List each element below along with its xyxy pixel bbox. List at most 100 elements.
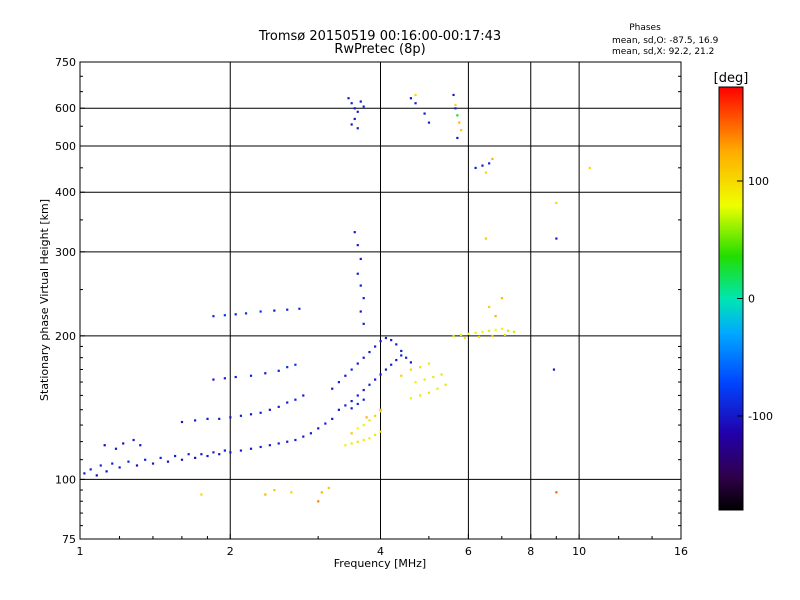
data-point [353, 107, 356, 110]
data-point [356, 427, 359, 430]
y-tick-label: 200 [55, 330, 76, 343]
data-point [454, 103, 457, 107]
data-point [194, 419, 197, 422]
data-point [344, 404, 347, 407]
phases-stat-o: mean, sd,O: -87.5, 16.9 [612, 36, 719, 46]
data-point [423, 112, 426, 115]
data-point [500, 297, 504, 300]
data-point [368, 437, 371, 440]
y-axis-label: Stationary phase Virtual Height [km] [38, 199, 51, 401]
data-point [427, 121, 431, 124]
data-point [353, 117, 356, 121]
data-point [286, 366, 289, 369]
data-point [458, 121, 461, 124]
x-tick-label: 4 [377, 545, 384, 558]
data-point [362, 398, 365, 401]
data-point [350, 102, 353, 105]
axis-ticks: 1 2 4 6 8 10 16 75 100 200 300 400 500 600 750 [55, 56, 688, 558]
data-point [368, 350, 371, 354]
data-point [180, 420, 184, 424]
colorbar-tick-label: 100 [748, 175, 769, 188]
data-point [118, 466, 121, 469]
data-point [277, 405, 280, 408]
data-point [409, 97, 412, 100]
x-tick-label: 1 [77, 545, 84, 558]
data-point [223, 314, 226, 317]
data-point [89, 468, 92, 471]
data-point [277, 369, 280, 372]
data-point [362, 105, 365, 108]
data-point [463, 336, 466, 340]
x-tick-label: 16 [674, 545, 688, 558]
data-point [552, 368, 556, 371]
data-point [286, 401, 289, 404]
data-point [414, 381, 417, 384]
data-point [362, 356, 365, 359]
data-point [419, 394, 422, 397]
data-point [173, 454, 177, 458]
data-point [379, 373, 382, 376]
data-point [481, 164, 484, 167]
data-point [317, 500, 320, 503]
data-point [555, 201, 558, 205]
data-point [374, 378, 377, 381]
data-point [249, 374, 253, 377]
data-point [83, 472, 86, 475]
data-point [452, 334, 455, 338]
data-point [362, 322, 365, 325]
data-point [555, 237, 558, 240]
data-point [244, 312, 248, 315]
data-point [223, 377, 226, 380]
data-point [359, 257, 362, 261]
data-point [467, 332, 470, 335]
data-point [390, 338, 393, 342]
data-point [384, 336, 388, 340]
data-point [200, 453, 203, 456]
data-point [122, 442, 125, 445]
data-point [477, 335, 481, 339]
data-point [259, 445, 262, 449]
data-point [268, 444, 271, 447]
colorbar-ticks: 100 0 -100 [737, 175, 773, 423]
data-point [95, 474, 98, 477]
data-point [264, 493, 267, 496]
data-point [105, 470, 108, 473]
data-point [317, 427, 320, 430]
data-point [350, 400, 353, 403]
data-point [491, 334, 494, 338]
data-point [359, 100, 362, 103]
y-tick-label: 75 [62, 533, 76, 546]
data-point [494, 328, 497, 331]
data-point [456, 114, 459, 117]
data-point [309, 432, 312, 435]
data-point [144, 458, 147, 461]
data-point [356, 394, 359, 397]
data-point [239, 414, 243, 417]
data-point [234, 313, 237, 316]
data-point [460, 333, 463, 336]
data-point [390, 363, 393, 366]
data-point [290, 491, 293, 494]
data-point [159, 456, 162, 459]
data-point [379, 430, 382, 433]
data-point [512, 330, 516, 333]
data-point [353, 231, 356, 234]
data-point [111, 462, 114, 465]
y-tick-label: 500 [55, 140, 76, 153]
data-point [286, 308, 289, 311]
data-point [166, 460, 170, 463]
data-point [194, 456, 197, 459]
y-tick-label: 400 [55, 186, 76, 199]
data-point [368, 419, 371, 422]
data-point [362, 438, 365, 442]
data-point [484, 237, 487, 240]
data-point [229, 416, 232, 419]
data-point [359, 310, 362, 313]
data-point [103, 444, 106, 447]
data-point [273, 309, 276, 312]
data-point [494, 315, 497, 318]
data-point [331, 387, 334, 390]
data-point [229, 451, 232, 454]
data-point [452, 93, 455, 97]
